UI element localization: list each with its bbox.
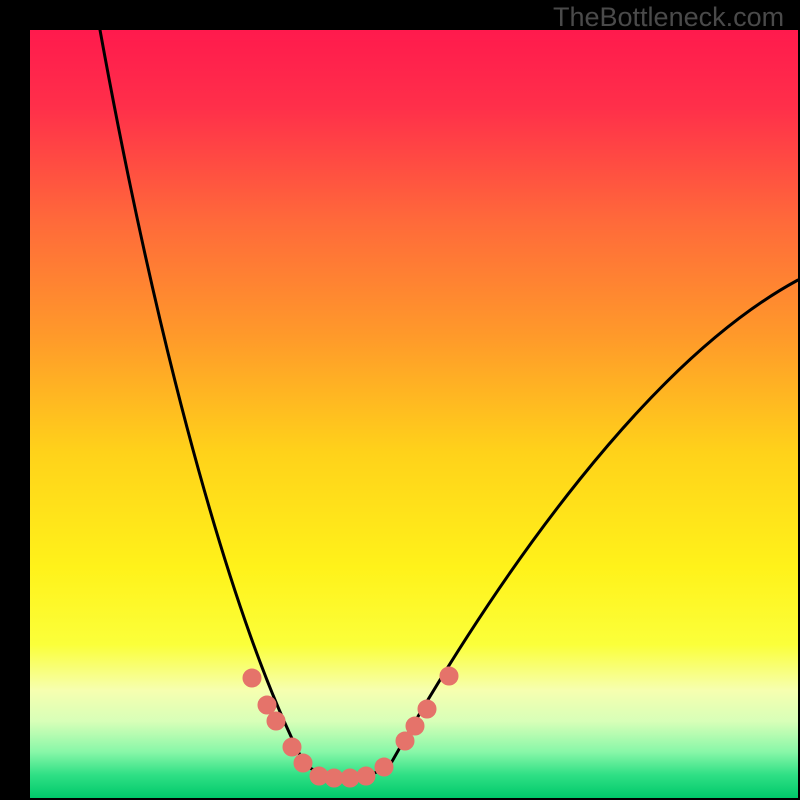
watermark-text: TheBottleneck.com xyxy=(553,2,784,33)
data-marker xyxy=(294,754,312,772)
data-marker xyxy=(418,700,436,718)
data-marker xyxy=(375,758,393,776)
data-marker xyxy=(341,769,359,787)
data-marker xyxy=(243,669,261,687)
chart-frame xyxy=(0,0,800,800)
data-marker xyxy=(357,767,375,785)
curve-layer xyxy=(30,30,798,798)
data-marker xyxy=(258,696,276,714)
data-marker xyxy=(440,667,458,685)
data-marker xyxy=(283,738,301,756)
data-marker xyxy=(406,717,424,735)
bottleneck-curve xyxy=(100,30,798,778)
plot-area xyxy=(30,30,798,798)
data-marker xyxy=(267,712,285,730)
data-markers xyxy=(243,667,458,787)
data-marker xyxy=(325,769,343,787)
